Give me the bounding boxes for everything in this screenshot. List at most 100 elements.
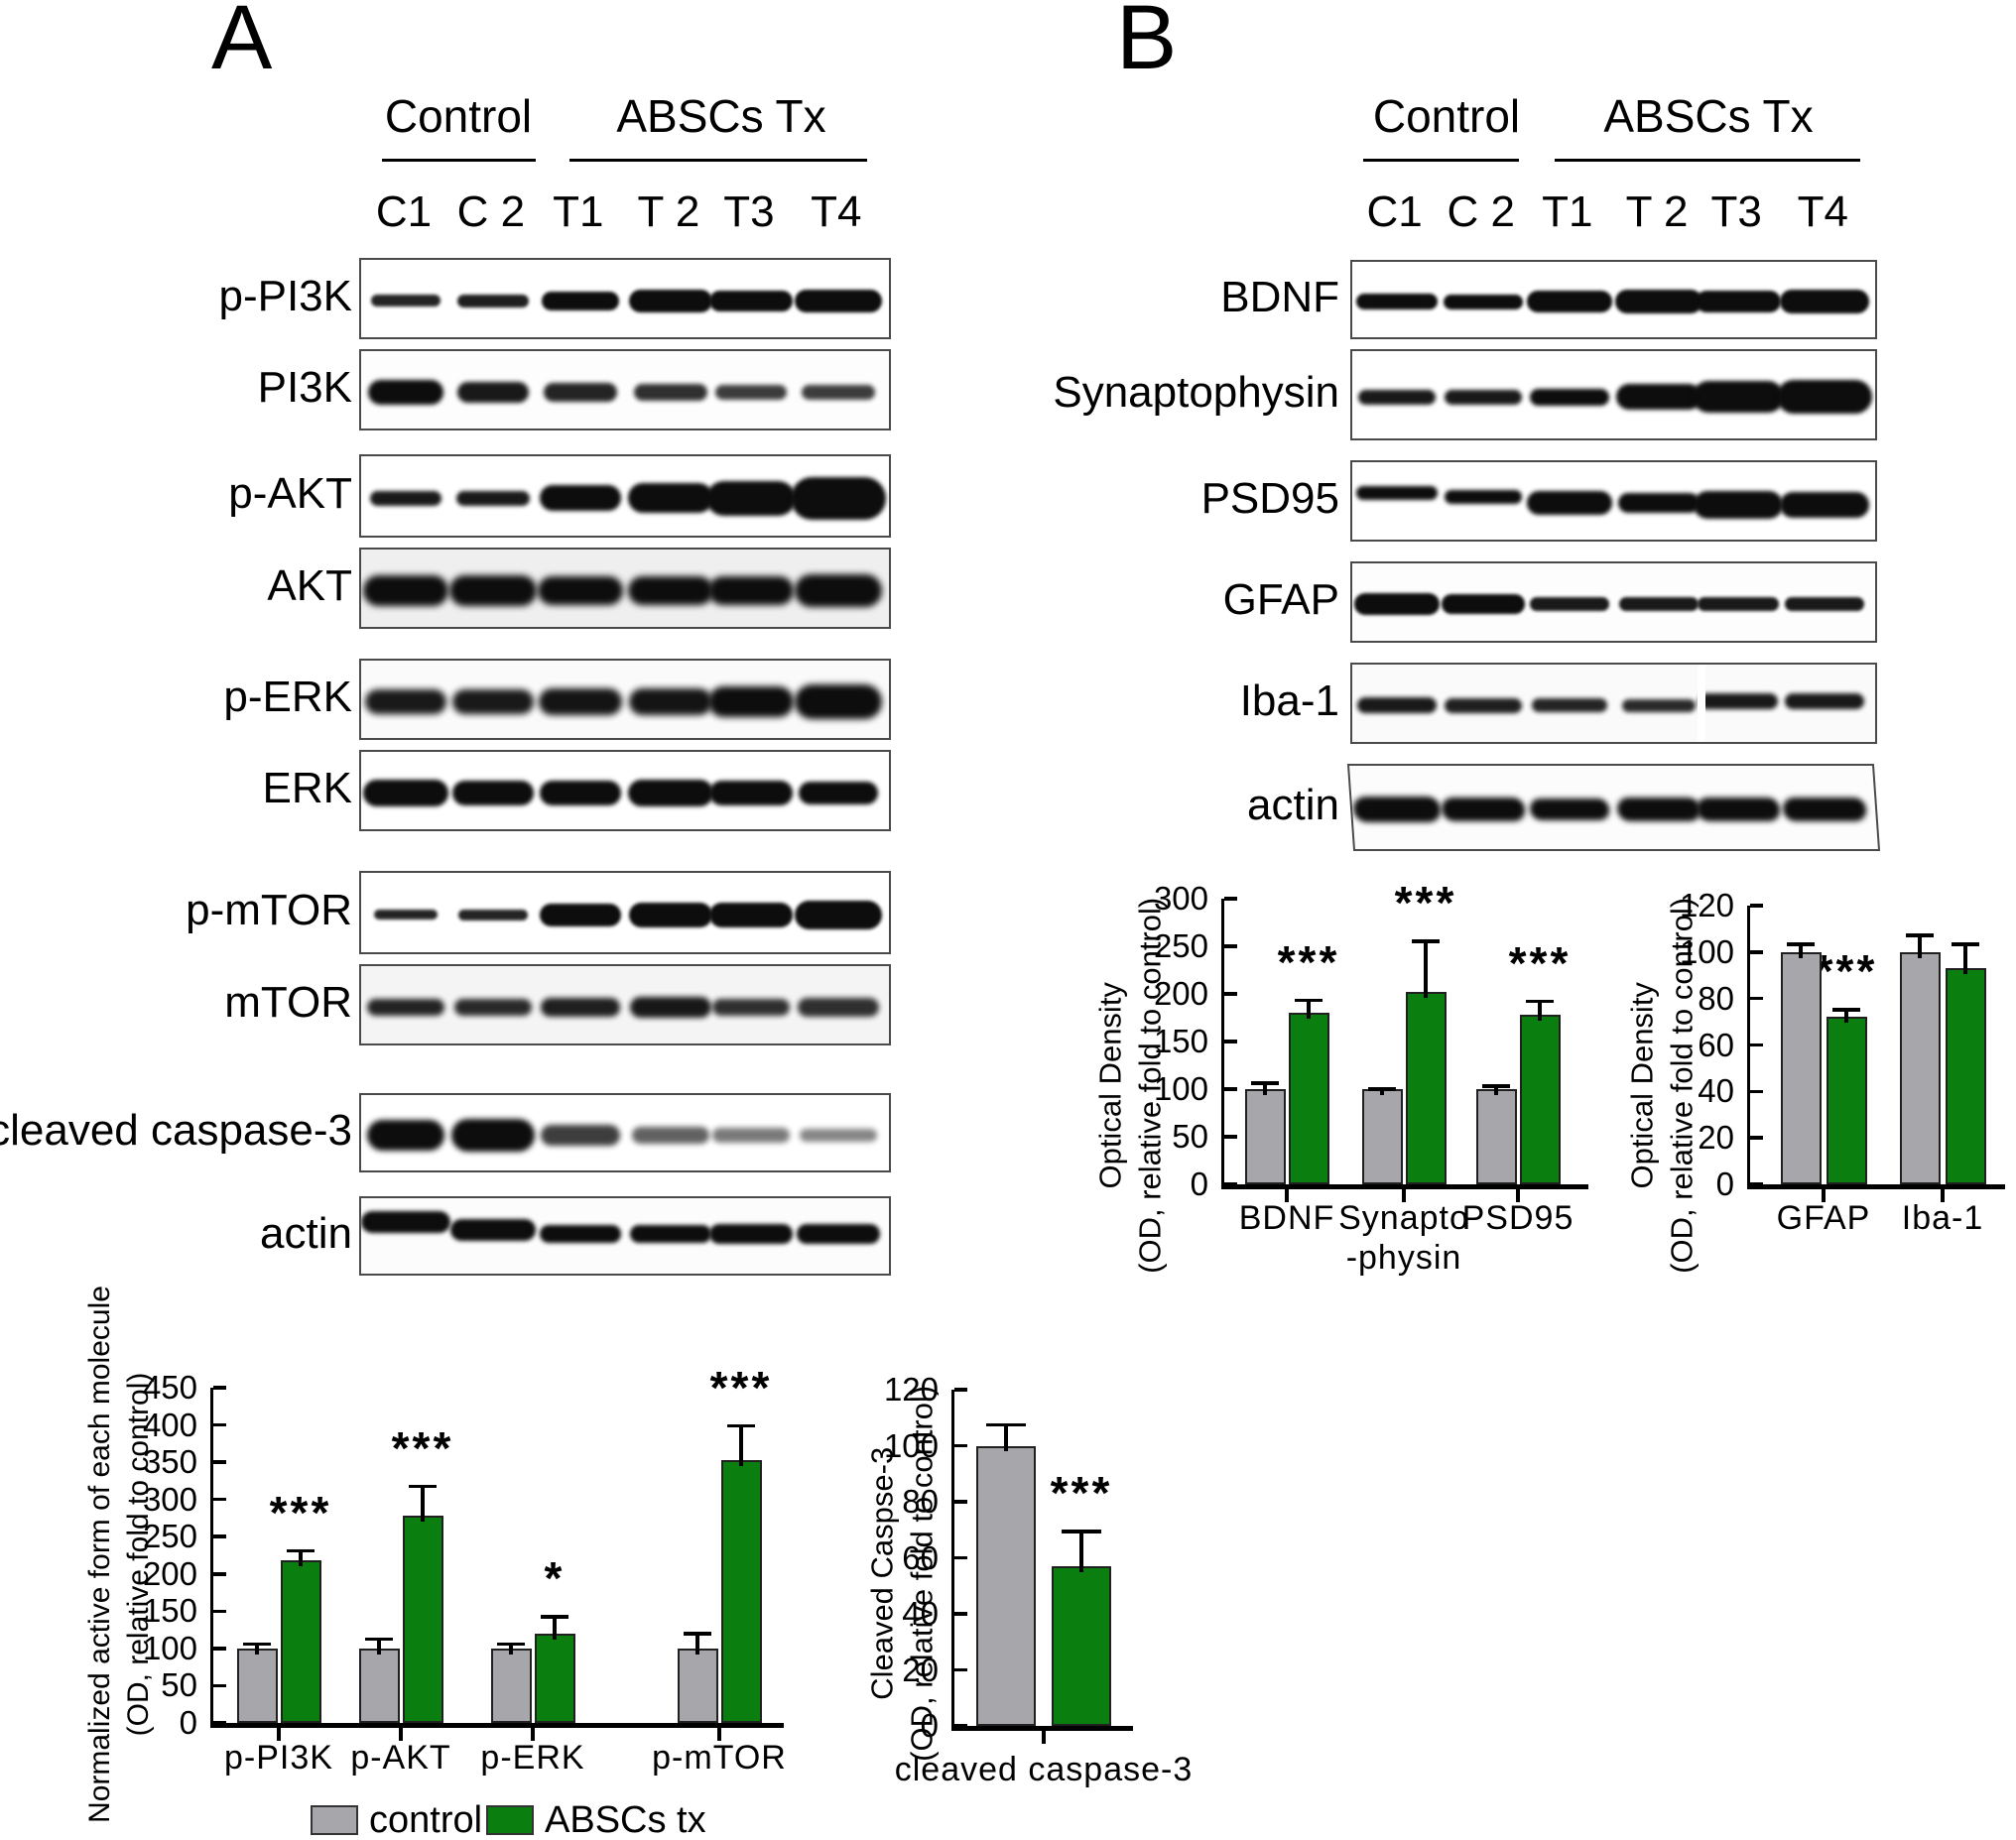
protein-band	[1694, 491, 1784, 519]
protein-band	[451, 688, 534, 714]
bar-control	[490, 1648, 532, 1723]
y-tick-label: 100	[883, 1426, 939, 1464]
y-tick-label: 80	[902, 1483, 939, 1520]
blot-box-p-erk	[359, 659, 891, 740]
blot-label: mTOR	[224, 978, 352, 1027]
y-tick-label: 60	[1698, 1026, 1734, 1063]
blot-box-p-pi3k	[359, 258, 891, 339]
group-header-control: Control	[384, 90, 533, 142]
significance-label: ***	[1394, 877, 1457, 929]
protein-band	[707, 685, 794, 717]
blot-label: p-mTOR	[186, 886, 352, 934]
control-underline	[1363, 159, 1519, 162]
bar-control	[1361, 1089, 1403, 1184]
category-label-line: PSD95	[1461, 1199, 1575, 1237]
error-bar-line	[1963, 942, 1967, 975]
y-tick-label: 50	[1172, 1118, 1208, 1155]
x-axis	[950, 1726, 1133, 1731]
y-tick	[954, 1667, 967, 1672]
error-bar-line	[1079, 1530, 1083, 1572]
y-tick-label: 60	[902, 1538, 939, 1576]
x-tick	[399, 1727, 403, 1741]
bar-treated	[280, 1560, 321, 1723]
error-bar-cap	[1906, 933, 1934, 937]
protein-band	[1529, 798, 1610, 820]
protein-band	[1622, 698, 1697, 712]
protein-band	[711, 998, 790, 1016]
blot-label: ERK	[262, 764, 352, 812]
error-bar-cap	[287, 1548, 315, 1553]
protein-band	[627, 779, 713, 806]
protein-band	[714, 384, 787, 400]
blot-label: GFAP	[1222, 575, 1339, 624]
blot-box-gfap	[1350, 561, 1877, 643]
y-tick	[1750, 1182, 1763, 1186]
protein-band	[1351, 797, 1442, 822]
error-bar-line	[1424, 939, 1428, 999]
category-label: p-PI3K	[130, 1738, 428, 1778]
y-tick	[954, 1500, 967, 1504]
y-tick	[1750, 1089, 1763, 1094]
category-label-line: p-AKT	[350, 1739, 451, 1777]
protein-band	[451, 780, 534, 805]
error-bar-line	[299, 1548, 303, 1567]
error-bar-line	[1538, 999, 1542, 1022]
protein-band	[1355, 294, 1438, 309]
protein-band	[456, 294, 529, 307]
y-axis	[1746, 906, 1750, 1188]
x-tick	[1822, 1188, 1826, 1202]
y-axis-label-line: Optical Density	[1092, 982, 1128, 1189]
protein-band	[450, 1118, 535, 1152]
protein-band	[629, 996, 711, 1018]
blot-box-p-akt	[359, 454, 891, 538]
y-tick-label: 0	[920, 1707, 939, 1744]
y-axis-label-line: Cleaved Caspse-3	[864, 1446, 900, 1700]
protein-band	[543, 382, 617, 402]
lane-label: C 2	[1447, 187, 1515, 236]
y-tick	[1750, 1043, 1763, 1047]
protein-band	[1619, 597, 1700, 611]
bar-treated	[1288, 1013, 1329, 1184]
error-bar-line	[1799, 942, 1803, 958]
protein-band	[1443, 294, 1523, 309]
protein-band	[1618, 493, 1701, 513]
blot-label: p-ERK	[223, 673, 352, 721]
error-bar-cap	[1952, 942, 1979, 946]
lane-label: C 2	[456, 187, 526, 236]
protein-band	[540, 1124, 620, 1146]
protein-band	[1529, 597, 1609, 611]
y-axis-label-line: (OD, relative fold to control)	[122, 1372, 155, 1737]
protein-band	[541, 291, 619, 310]
protein-band	[1698, 597, 1780, 611]
protein-band	[629, 1225, 711, 1243]
error-bar-line	[1494, 1084, 1498, 1095]
protein-band	[1531, 698, 1607, 712]
category-label-line: Synapto	[1338, 1199, 1469, 1237]
panel-letter: A	[211, 0, 273, 88]
y-tick	[1224, 897, 1237, 901]
error-bar-line	[1844, 1008, 1848, 1024]
y-axis	[950, 1390, 954, 1730]
y-tick	[1750, 950, 1763, 954]
blot-box-cleaved-caspase-3	[359, 1093, 891, 1172]
y-tick-label: 200	[1153, 975, 1208, 1012]
error-bar-line	[255, 1642, 259, 1655]
significance-label: ***	[1277, 935, 1340, 988]
blot-box-actin	[1346, 764, 1881, 851]
y-tick	[213, 1497, 226, 1502]
protein-band	[449, 1219, 536, 1241]
y-tick-label: 120	[883, 1371, 939, 1408]
category-label-line: GFAP	[1776, 1199, 1871, 1237]
protein-band	[1444, 490, 1522, 504]
blot-label: AKT	[267, 561, 352, 610]
error-bar-cap	[1526, 999, 1554, 1004]
x-tick	[1285, 1188, 1289, 1202]
error-bar-line	[1263, 1081, 1267, 1095]
y-tick	[954, 1612, 967, 1616]
protein-band	[794, 683, 882, 719]
error-bar-cap	[409, 1484, 437, 1489]
y-tick-label: 100	[142, 1629, 197, 1666]
protein-band	[363, 574, 449, 606]
bar-control	[1780, 951, 1822, 1184]
